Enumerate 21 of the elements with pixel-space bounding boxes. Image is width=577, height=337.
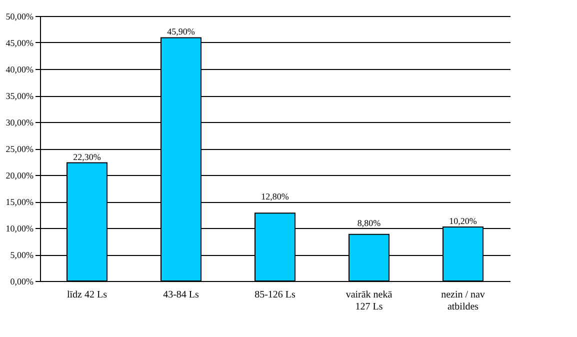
data-label: 12,80% [261, 192, 290, 202]
x-tick-label: 43-84 Ls [163, 290, 200, 300]
y-tick-label: 35,00% [6, 91, 34, 101]
y-tick-label: 0,00% [10, 276, 34, 286]
y-tick-label: 25,00% [6, 144, 34, 154]
x-tick-label: vairāk nekā 127 Ls [346, 290, 393, 312]
y-tick-label: 40,00% [6, 64, 34, 74]
y-tick-label: 5,00% [10, 250, 34, 260]
x-tick-label: 85-126 Ls [254, 290, 296, 300]
x-tick-label: nezin / nav atbildes [441, 290, 485, 312]
data-label: 45,90% [167, 26, 196, 37]
y-tick-label: 30,00% [6, 118, 34, 128]
y-tick-label: 50,00% [6, 12, 34, 22]
data-label: 22,30% [73, 152, 102, 162]
x-tick-label: līdz 42 Ls [67, 290, 108, 300]
y-tick-label: 45,00% [6, 38, 34, 48]
y-tick-label: 20,00% [6, 170, 34, 180]
data-label: 8,80% [357, 218, 382, 228]
y-tick-label: 15,00% [6, 197, 34, 207]
data-label: 10,20% [449, 216, 478, 226]
y-tick-label: 10,00% [6, 224, 34, 234]
